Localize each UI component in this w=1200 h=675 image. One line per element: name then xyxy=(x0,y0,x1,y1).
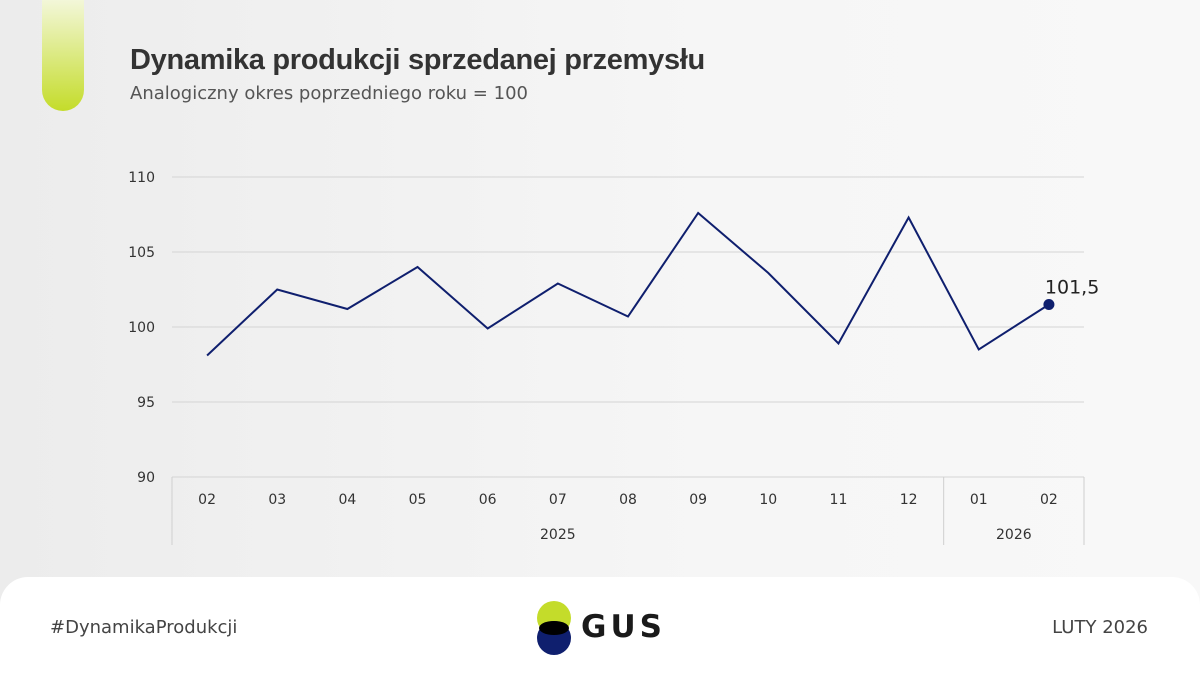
year-label: 2025 xyxy=(540,527,576,543)
last-data-point xyxy=(1043,299,1055,310)
y-tick-label: 95 xyxy=(137,395,155,411)
series-line xyxy=(206,211,1050,357)
gus-logo: GUS xyxy=(535,600,675,656)
chart-subtitle: Analogiczny okres poprzedniego roku = 10… xyxy=(130,83,528,104)
hashtag-label: #DynamikaProdukcji xyxy=(50,617,238,638)
x-tick-label: 09 xyxy=(689,492,707,508)
year-label: 2026 xyxy=(996,527,1032,543)
x-tick-label: 07 xyxy=(549,492,567,508)
y-tick-label: 100 xyxy=(128,320,155,336)
x-tick-label: 06 xyxy=(479,492,497,508)
gus-logo-icon xyxy=(537,601,571,655)
x-tick-label: 12 xyxy=(900,492,918,508)
chart-title: Dynamika produkcji sprzedanej przemysłu xyxy=(130,44,705,76)
x-tick-label: 10 xyxy=(759,492,777,508)
x-tick-label: 02 xyxy=(198,492,216,508)
x-tick-label: 02 xyxy=(1040,492,1058,508)
gus-logo-text: GUS xyxy=(581,609,666,645)
last-value-label: 101,5 xyxy=(1045,277,1099,299)
y-tick-label: 105 xyxy=(128,245,155,261)
x-tick-label: 11 xyxy=(830,492,848,508)
date-label: LUTY 2026 xyxy=(1052,617,1148,638)
x-tick-label: 05 xyxy=(409,492,427,508)
y-tick-label: 110 xyxy=(128,170,155,186)
y-tick-label: 90 xyxy=(137,470,155,486)
x-tick-label: 01 xyxy=(970,492,988,508)
x-tick-label: 08 xyxy=(619,492,637,508)
x-tick-label: 04 xyxy=(338,492,356,508)
accent-bar xyxy=(42,0,84,111)
x-tick-label: 03 xyxy=(268,492,286,508)
footer: #DynamikaProdukcji GUS LUTY 2026 xyxy=(0,577,1200,675)
